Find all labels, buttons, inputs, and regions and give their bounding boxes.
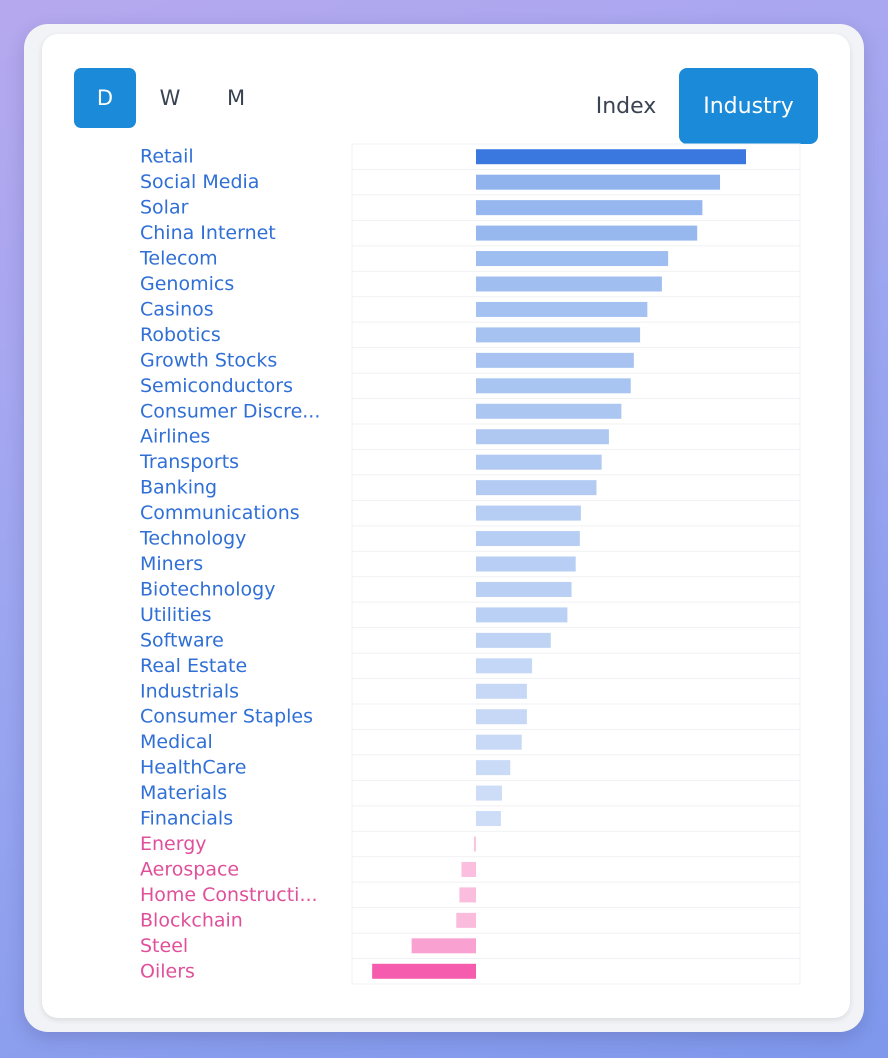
- bar-energy[interactable]: [473, 836, 476, 852]
- industry-performance-chart: Retail Social Media Solar China Internet Tel…: [139, 143, 801, 985]
- bar-consumer-discre[interactable]: [476, 403, 622, 419]
- category-label: Genomics: [140, 273, 234, 295]
- category-label: Technology: [139, 528, 246, 550]
- category-label: Home Constructi...: [140, 884, 318, 906]
- bar-transports[interactable]: [476, 454, 602, 470]
- category-label: Consumer Discre...: [140, 400, 320, 422]
- category-label: HealthCare: [140, 757, 246, 779]
- category-label: Financials: [140, 808, 233, 830]
- bar-medical[interactable]: [476, 734, 522, 750]
- bar-growth-stocks[interactable]: [476, 352, 634, 368]
- category-label: Consumer Staples: [140, 706, 313, 728]
- category-label: Semiconductors: [140, 375, 293, 397]
- industry-tab-button[interactable]: Industry: [679, 68, 818, 144]
- category-label: Casinos: [140, 298, 214, 320]
- bar-telecom[interactable]: [476, 251, 669, 267]
- category-label: Social Media: [140, 171, 259, 193]
- category-label: Software: [140, 629, 224, 651]
- bar-casinos[interactable]: [476, 301, 648, 317]
- category-label: Communications: [140, 502, 300, 524]
- bar-china-internet[interactable]: [476, 225, 698, 241]
- bar-banking[interactable]: [476, 480, 597, 496]
- period-week-button[interactable]: W: [159, 86, 181, 110]
- category-label: Utilities: [140, 604, 212, 626]
- bar-miners[interactable]: [476, 556, 576, 572]
- bar-genomics[interactable]: [476, 276, 662, 292]
- category-label: Banking: [140, 477, 217, 499]
- bar-social-media[interactable]: [476, 174, 721, 190]
- plot-area-frame: [351, 143, 801, 985]
- category-label: Industrials: [140, 680, 239, 702]
- bar-retail[interactable]: [476, 149, 746, 165]
- bar-utilities[interactable]: [476, 607, 568, 623]
- bar-biotechnology[interactable]: [476, 581, 572, 597]
- category-label: China Internet: [140, 222, 276, 244]
- category-label: Telecom: [139, 248, 218, 270]
- bar-software[interactable]: [476, 632, 551, 648]
- period-day-button[interactable]: D: [74, 68, 136, 128]
- category-label: Robotics: [140, 324, 221, 346]
- bar-financials[interactable]: [476, 811, 501, 827]
- category-label: Growth Stocks: [140, 349, 277, 371]
- period-month-button[interactable]: M: [226, 86, 246, 110]
- category-label: Medical: [140, 731, 213, 753]
- bar-steel[interactable]: [411, 938, 476, 954]
- bar-robotics[interactable]: [476, 327, 641, 343]
- bar-materials[interactable]: [476, 785, 502, 801]
- category-label: Blockchain: [140, 909, 243, 931]
- bar-solar[interactable]: [476, 200, 703, 216]
- bar-industrials[interactable]: [476, 683, 527, 699]
- bar-oilers[interactable]: [372, 963, 476, 979]
- bar-blockchain[interactable]: [456, 912, 476, 928]
- index-tab-button[interactable]: Index: [595, 93, 657, 119]
- category-label: Solar: [140, 197, 189, 219]
- category-label: Transports: [139, 451, 239, 473]
- bar-healthcare[interactable]: [476, 760, 511, 776]
- bar-consumer-staples[interactable]: [476, 709, 527, 725]
- card-inner: D W M Index Industry Retail Social Media S…: [42, 34, 850, 1018]
- category-label: Materials: [140, 782, 227, 804]
- bar-semiconductors[interactable]: [476, 378, 631, 394]
- bar-real-estate[interactable]: [476, 658, 533, 674]
- category-label: Biotechnology: [140, 578, 275, 600]
- category-label: Steel: [140, 935, 188, 957]
- category-label: Energy: [140, 833, 207, 855]
- bar-home-constructi[interactable]: [459, 887, 476, 903]
- category-label: Airlines: [140, 426, 210, 448]
- bar-technology[interactable]: [476, 531, 580, 547]
- bar-communications[interactable]: [476, 505, 581, 521]
- category-label: Oilers: [140, 960, 195, 982]
- bar-aerospace[interactable]: [461, 861, 476, 877]
- category-label: Miners: [140, 553, 203, 575]
- category-label: Aerospace: [140, 858, 239, 880]
- category-label: Real Estate: [140, 655, 247, 677]
- card-outer: D W M Index Industry Retail Social Media S…: [24, 24, 864, 1032]
- category-label: Retail: [140, 146, 194, 168]
- bar-airlines[interactable]: [476, 429, 609, 445]
